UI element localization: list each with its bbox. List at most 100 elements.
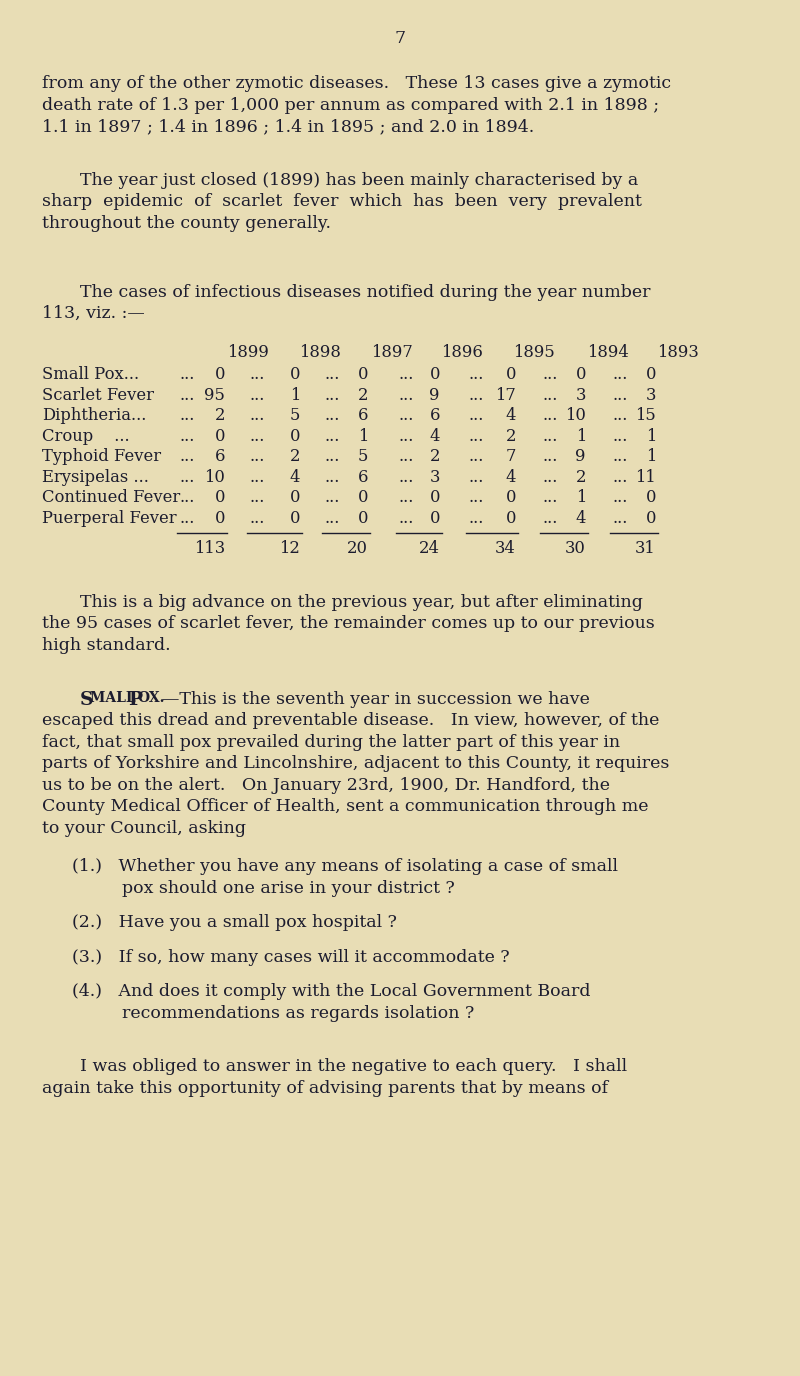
Text: ...: ... [542,449,558,465]
Text: ...: ... [613,469,628,486]
Text: ...: ... [325,490,340,506]
Text: ...: ... [325,469,340,486]
Text: ...: ... [398,509,414,527]
Text: high standard.: high standard. [42,637,170,654]
Text: 4: 4 [290,469,300,486]
Text: 1: 1 [576,428,586,444]
Text: ...: ... [613,387,628,403]
Text: 2: 2 [358,387,368,403]
Text: Croup    ...: Croup ... [42,428,130,444]
Text: pox should one arise in your district ?: pox should one arise in your district ? [122,879,454,897]
Text: —This is the seventh year in succession we have: —This is the seventh year in succession … [162,691,590,707]
Text: 6: 6 [214,449,225,465]
Text: ...: ... [613,407,628,424]
Text: 12: 12 [279,541,300,557]
Text: escaped this dread and preventable disease.   In view, however, of the: escaped this dread and preventable disea… [42,713,659,729]
Text: ...: ... [180,407,195,424]
Text: from any of the other zymotic diseases.   These 13 cases give a zymotic: from any of the other zymotic diseases. … [42,76,671,92]
Text: S: S [80,691,94,709]
Text: 5: 5 [358,449,368,465]
Text: OX.: OX. [137,691,165,705]
Text: 4: 4 [575,509,586,527]
Text: P: P [128,691,142,709]
Text: ...: ... [250,490,265,506]
Text: ...: ... [325,449,340,465]
Text: 34: 34 [495,541,516,557]
Text: recommendations as regards isolation ?: recommendations as regards isolation ? [122,1004,474,1021]
Text: 10: 10 [204,469,225,486]
Text: 0: 0 [430,366,440,384]
Text: 0: 0 [506,366,516,384]
Text: Erysipelas ...: Erysipelas ... [42,469,149,486]
Text: 0: 0 [358,509,368,527]
Text: ...: ... [542,407,558,424]
Text: ...: ... [542,387,558,403]
Text: fact, that small pox prevailed during the latter part of this year in: fact, that small pox prevailed during th… [42,733,620,751]
Text: 1: 1 [646,449,656,465]
Text: ...: ... [613,509,628,527]
Text: 0: 0 [506,490,516,506]
Text: 7: 7 [394,30,406,47]
Text: 6: 6 [430,407,440,424]
Text: (4.)   And does it comply with the Local Government Board: (4.) And does it comply with the Local G… [72,982,590,1000]
Text: (2.)   Have you a small pox hospital ?: (2.) Have you a small pox hospital ? [72,914,397,932]
Text: 30: 30 [565,541,586,557]
Text: 0: 0 [575,366,586,384]
Text: 9: 9 [430,387,440,403]
Text: ...: ... [542,509,558,527]
Text: ...: ... [398,469,414,486]
Text: ...: ... [613,428,628,444]
Text: ...: ... [398,490,414,506]
Text: 0: 0 [290,490,300,506]
Text: to your Council, asking: to your Council, asking [42,820,246,837]
Text: ...: ... [542,428,558,444]
Text: again take this opportunity of advising parents that by means of: again take this opportunity of advising … [42,1080,608,1097]
Text: ...: ... [469,490,484,506]
Text: 0: 0 [646,366,656,384]
Text: ...: ... [542,366,558,384]
Text: (1.)   Whether you have any means of isolating a case of small: (1.) Whether you have any means of isola… [72,859,618,875]
Text: throughout the county generally.: throughout the county generally. [42,215,331,231]
Text: 0: 0 [214,509,225,527]
Text: ...: ... [542,469,558,486]
Text: ...: ... [542,490,558,506]
Text: The cases of infectious diseases notified during the year number: The cases of infectious diseases notifie… [80,283,650,300]
Text: Scarlet Fever: Scarlet Fever [42,387,154,403]
Text: ...: ... [180,469,195,486]
Text: The year just closed (1899) has been mainly characterised by a: The year just closed (1899) has been mai… [80,172,638,189]
Text: 6: 6 [358,469,368,486]
Text: ...: ... [250,387,265,403]
Text: 1896: 1896 [441,344,483,361]
Text: ...: ... [398,387,414,403]
Text: 20: 20 [347,541,368,557]
Text: 2: 2 [575,469,586,486]
Text: 10: 10 [565,407,586,424]
Text: 0: 0 [290,509,300,527]
Text: 1: 1 [576,490,586,506]
Text: ...: ... [613,366,628,384]
Text: ...: ... [469,509,484,527]
Text: 1893: 1893 [657,344,699,361]
Text: 0: 0 [430,490,440,506]
Text: 24: 24 [419,541,440,557]
Text: ...: ... [180,490,195,506]
Text: 1895: 1895 [513,344,555,361]
Text: 7: 7 [506,449,516,465]
Text: 1897: 1897 [371,344,413,361]
Text: 1898: 1898 [299,344,341,361]
Text: 1899: 1899 [227,344,269,361]
Text: 95: 95 [204,387,225,403]
Text: 2: 2 [506,428,516,444]
Text: ...: ... [180,366,195,384]
Text: 0: 0 [358,366,368,384]
Text: 6: 6 [358,407,368,424]
Text: 113, viz. :—: 113, viz. :— [42,305,145,322]
Text: 0: 0 [214,428,225,444]
Text: Small Pox...: Small Pox... [42,366,139,384]
Text: ...: ... [180,428,195,444]
Text: ...: ... [398,428,414,444]
Text: ...: ... [398,407,414,424]
Text: us to be on the alert.   On January 23rd, 1900, Dr. Handford, the: us to be on the alert. On January 23rd, … [42,776,610,794]
Text: sharp  epidemic  of  scarlet  fever  which  has  been  very  prevalent: sharp epidemic of scarlet fever which ha… [42,193,642,211]
Text: 113: 113 [194,541,225,557]
